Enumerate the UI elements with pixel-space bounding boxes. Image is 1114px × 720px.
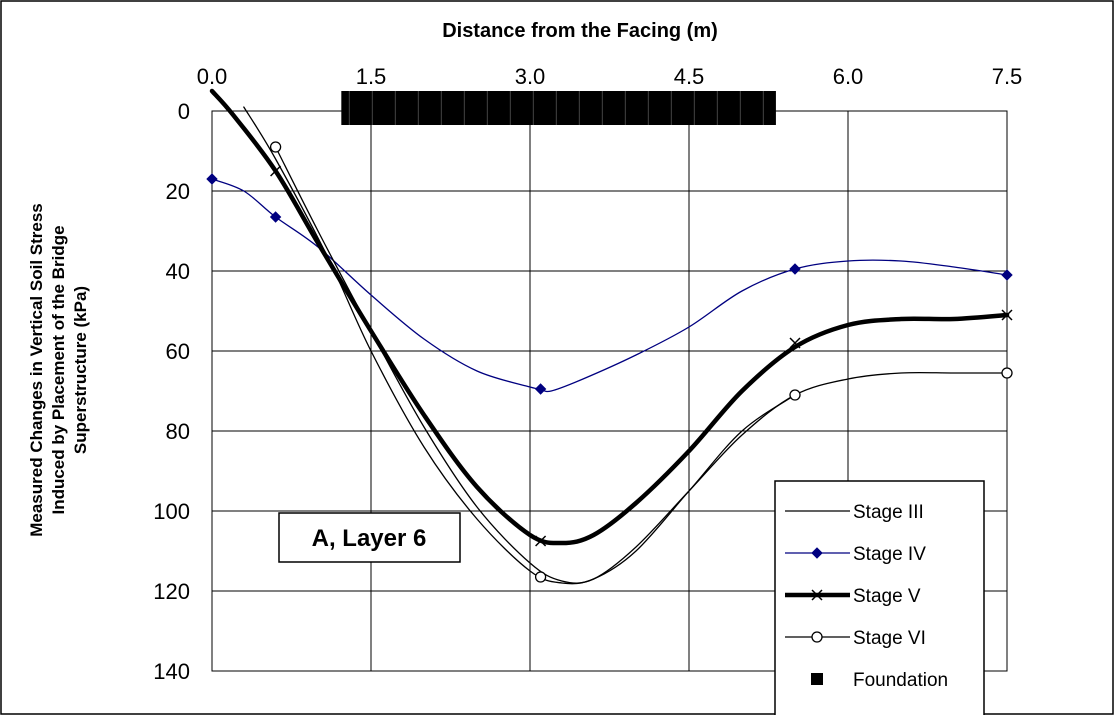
legend-frame <box>774 480 985 720</box>
data-point-stage-iv <box>534 383 547 395</box>
foundation-bar <box>341 91 776 125</box>
legend-entry-stage-iii: Stage III <box>785 502 924 523</box>
y-tick-label: 0 <box>178 99 190 124</box>
x-tick-label: 4.5 <box>674 64 705 89</box>
y-axis-title-line-1: Measured Changes in Vertical Soil Stress <box>27 203 46 537</box>
x-tick-labels: 0.0 1.5 3.0 4.5 6.0 7.5 <box>197 64 1023 89</box>
y-tick-label: 80 <box>166 419 190 444</box>
y-axis-title-line-3: Superstructure (kPa) <box>71 286 90 454</box>
x-tick-label: 1.5 <box>356 64 387 89</box>
data-point-stage-v-stroke-b <box>1001 309 1013 321</box>
x-tick-label: 3.0 <box>515 64 546 89</box>
legend-entries: Stage III Stage IV Stage V Stage VI Foundati… <box>785 502 948 691</box>
annotation-label: A, Layer 6 <box>312 525 427 552</box>
y-tick-label: 100 <box>153 499 190 524</box>
legend-entry-stage-vi: Stage VI <box>785 628 926 649</box>
data-point-stage-v <box>789 337 801 349</box>
data-point-stage-iv <box>206 173 218 185</box>
y-tick-label: 20 <box>166 179 190 204</box>
foundation-series <box>341 91 776 125</box>
y-tick-label: 60 <box>166 339 190 364</box>
data-point-stage-v-stroke-b <box>270 165 282 177</box>
y-tick-label: 140 <box>153 659 190 684</box>
data-point-stage-v <box>535 535 547 547</box>
legend-label: Stage VI <box>853 628 926 649</box>
data-point-stage-v-stroke-b <box>535 535 547 547</box>
legend-swatch-marker <box>811 631 823 643</box>
data-point-stage-v-stroke-b <box>789 337 801 349</box>
data-point-stage-v <box>1001 309 1013 321</box>
data-point-stage-iv <box>269 211 282 223</box>
series-lines <box>209 88 1010 585</box>
legend-label: Stage V <box>853 586 921 607</box>
data-point-stage-iv <box>789 263 801 275</box>
legend-swatch-marker <box>811 673 823 685</box>
data-point-stage-vi <box>789 389 801 401</box>
y-tick-label: 40 <box>166 259 190 284</box>
legend-swatch-marker-stroke-b <box>811 589 823 601</box>
data-point-stage-vi <box>534 571 547 583</box>
legend-swatch-marker <box>811 547 823 559</box>
x-axis-title: Distance from the Facing (m) <box>442 20 718 42</box>
x-tick-label: 0.0 <box>197 64 228 89</box>
x-tick-label: 7.5 <box>992 64 1023 89</box>
y-axis-title: Measured Changes in Vertical Soil Stress… <box>27 203 90 537</box>
legend-label: Stage IV <box>853 544 926 565</box>
annotation-box: A, Layer 6 <box>278 512 461 563</box>
y-tick-label: 120 <box>153 579 190 604</box>
data-point-stage-v <box>270 165 282 177</box>
legend-entry-stage-v: Stage V <box>785 586 921 607</box>
annotation-frame <box>278 512 461 563</box>
series-line-stage-vi <box>274 146 1008 584</box>
legend-label: Stage III <box>853 502 924 523</box>
legend: Stage III Stage IV Stage V Stage VI Foundati… <box>774 480 985 720</box>
y-tick-labels: 0 20 40 60 80 100 120 140 <box>153 99 190 684</box>
legend-entry-stage-iv: Stage IV <box>785 544 926 565</box>
x-tick-label: 6.0 <box>833 64 864 89</box>
data-point-stage-iv <box>1001 269 1013 281</box>
y-axis-title-line-2: Induced by Placement of the Bridge <box>49 225 68 514</box>
data-point-stage-vi <box>269 141 282 153</box>
series-line-stage-v <box>209 88 1010 546</box>
legend-swatch-marker <box>811 589 823 601</box>
legend-entry-foundation: Foundation <box>811 670 948 691</box>
legend-label: Foundation <box>853 670 948 691</box>
data-point-stage-vi <box>1001 367 1013 379</box>
series-markers <box>206 141 1013 583</box>
